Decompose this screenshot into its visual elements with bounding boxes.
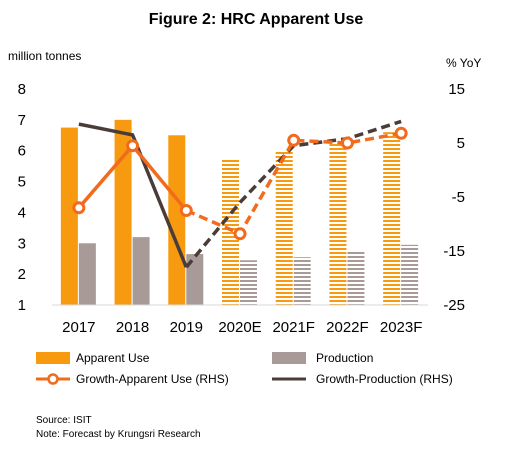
category-label: 2022F: [326, 319, 369, 336]
category-label: 2017: [62, 319, 95, 336]
left-tick-label: 7: [18, 112, 26, 129]
bar-apparent-use: [329, 143, 347, 305]
category-label: 2020E: [218, 319, 261, 336]
right-axis-ticks: -25 -15 -5 5 15: [443, 81, 465, 314]
left-tick-label: 4: [18, 204, 26, 221]
growth-apparent-use-marker: [72, 201, 86, 215]
bar-apparent-use: [60, 127, 78, 305]
legend-label-apparent-use: Apparent Use: [76, 351, 150, 365]
growth-apparent-use-marker: [340, 136, 354, 150]
lines-layer: [72, 119, 408, 269]
left-tick-label: 5: [18, 174, 26, 191]
bar-production: [186, 254, 204, 305]
category-labels: 2017 2018 2019 2020E 2021F 2022F 2023F: [62, 319, 422, 336]
legend: Apparent Use Production Growth-Apparent …: [36, 351, 453, 386]
legend-swatch-apparent-use: [36, 352, 70, 364]
legend-marker-growth-apparent-use: [47, 373, 59, 385]
left-tick-label: 3: [18, 235, 26, 252]
bar-production: [347, 251, 365, 305]
forecast-note: Note: Forecast by Krungsri Research: [36, 429, 201, 440]
left-axis-ticks: 1 2 3 4 5 6 7 8: [18, 81, 26, 314]
category-label: 2023F: [380, 319, 423, 336]
source-note: Source: ISIT: [36, 415, 92, 426]
right-axis-label: % YoY: [446, 56, 481, 70]
left-axis-label: million tonnes: [8, 49, 81, 63]
bar-apparent-use: [222, 159, 239, 305]
legend-swatch-production: [272, 352, 306, 364]
bars-layer: [60, 119, 419, 305]
growth-production-line-actual: [78, 122, 188, 268]
right-tick-label: 5: [457, 135, 465, 152]
bar-production: [293, 257, 311, 305]
left-tick-label: 6: [18, 143, 26, 160]
right-tick-label: -15: [443, 243, 465, 260]
bar-production: [401, 244, 419, 305]
bar-apparent-use: [168, 135, 186, 305]
left-tick-label: 8: [18, 81, 26, 98]
growth-apparent-use-marker: [126, 139, 140, 153]
growth-apparent-use-marker: [287, 133, 301, 147]
category-label: 2021F: [272, 319, 315, 336]
bar-production: [78, 243, 96, 305]
category-label: 2018: [116, 319, 149, 336]
bar-apparent-use: [275, 150, 293, 305]
left-tick-label: 2: [18, 266, 26, 283]
growth-apparent-use-line-forecast: [185, 131, 402, 236]
bar-production: [132, 237, 150, 305]
growth-apparent-use-marker: [179, 204, 193, 217]
left-tick-label: 1: [18, 297, 26, 314]
growth-apparent-use-marker: [394, 126, 408, 140]
growth-apparent-use-marker: [233, 227, 247, 241]
chart-title: Figure 2: HRC Apparent Use: [149, 11, 364, 28]
legend-label-growth-production: Growth-Production (RHS): [316, 372, 453, 386]
right-tick-label: -5: [452, 189, 465, 206]
bar-production: [240, 260, 257, 305]
right-tick-label: 15: [448, 81, 465, 98]
bar-apparent-use: [383, 132, 401, 305]
legend-label-growth-apparent-use: Growth-Apparent Use (RHS): [76, 372, 229, 386]
legend-label-production: Production: [316, 351, 373, 365]
right-tick-label: -25: [443, 297, 465, 314]
bar-apparent-use: [114, 119, 132, 305]
category-label: 2019: [170, 319, 203, 336]
